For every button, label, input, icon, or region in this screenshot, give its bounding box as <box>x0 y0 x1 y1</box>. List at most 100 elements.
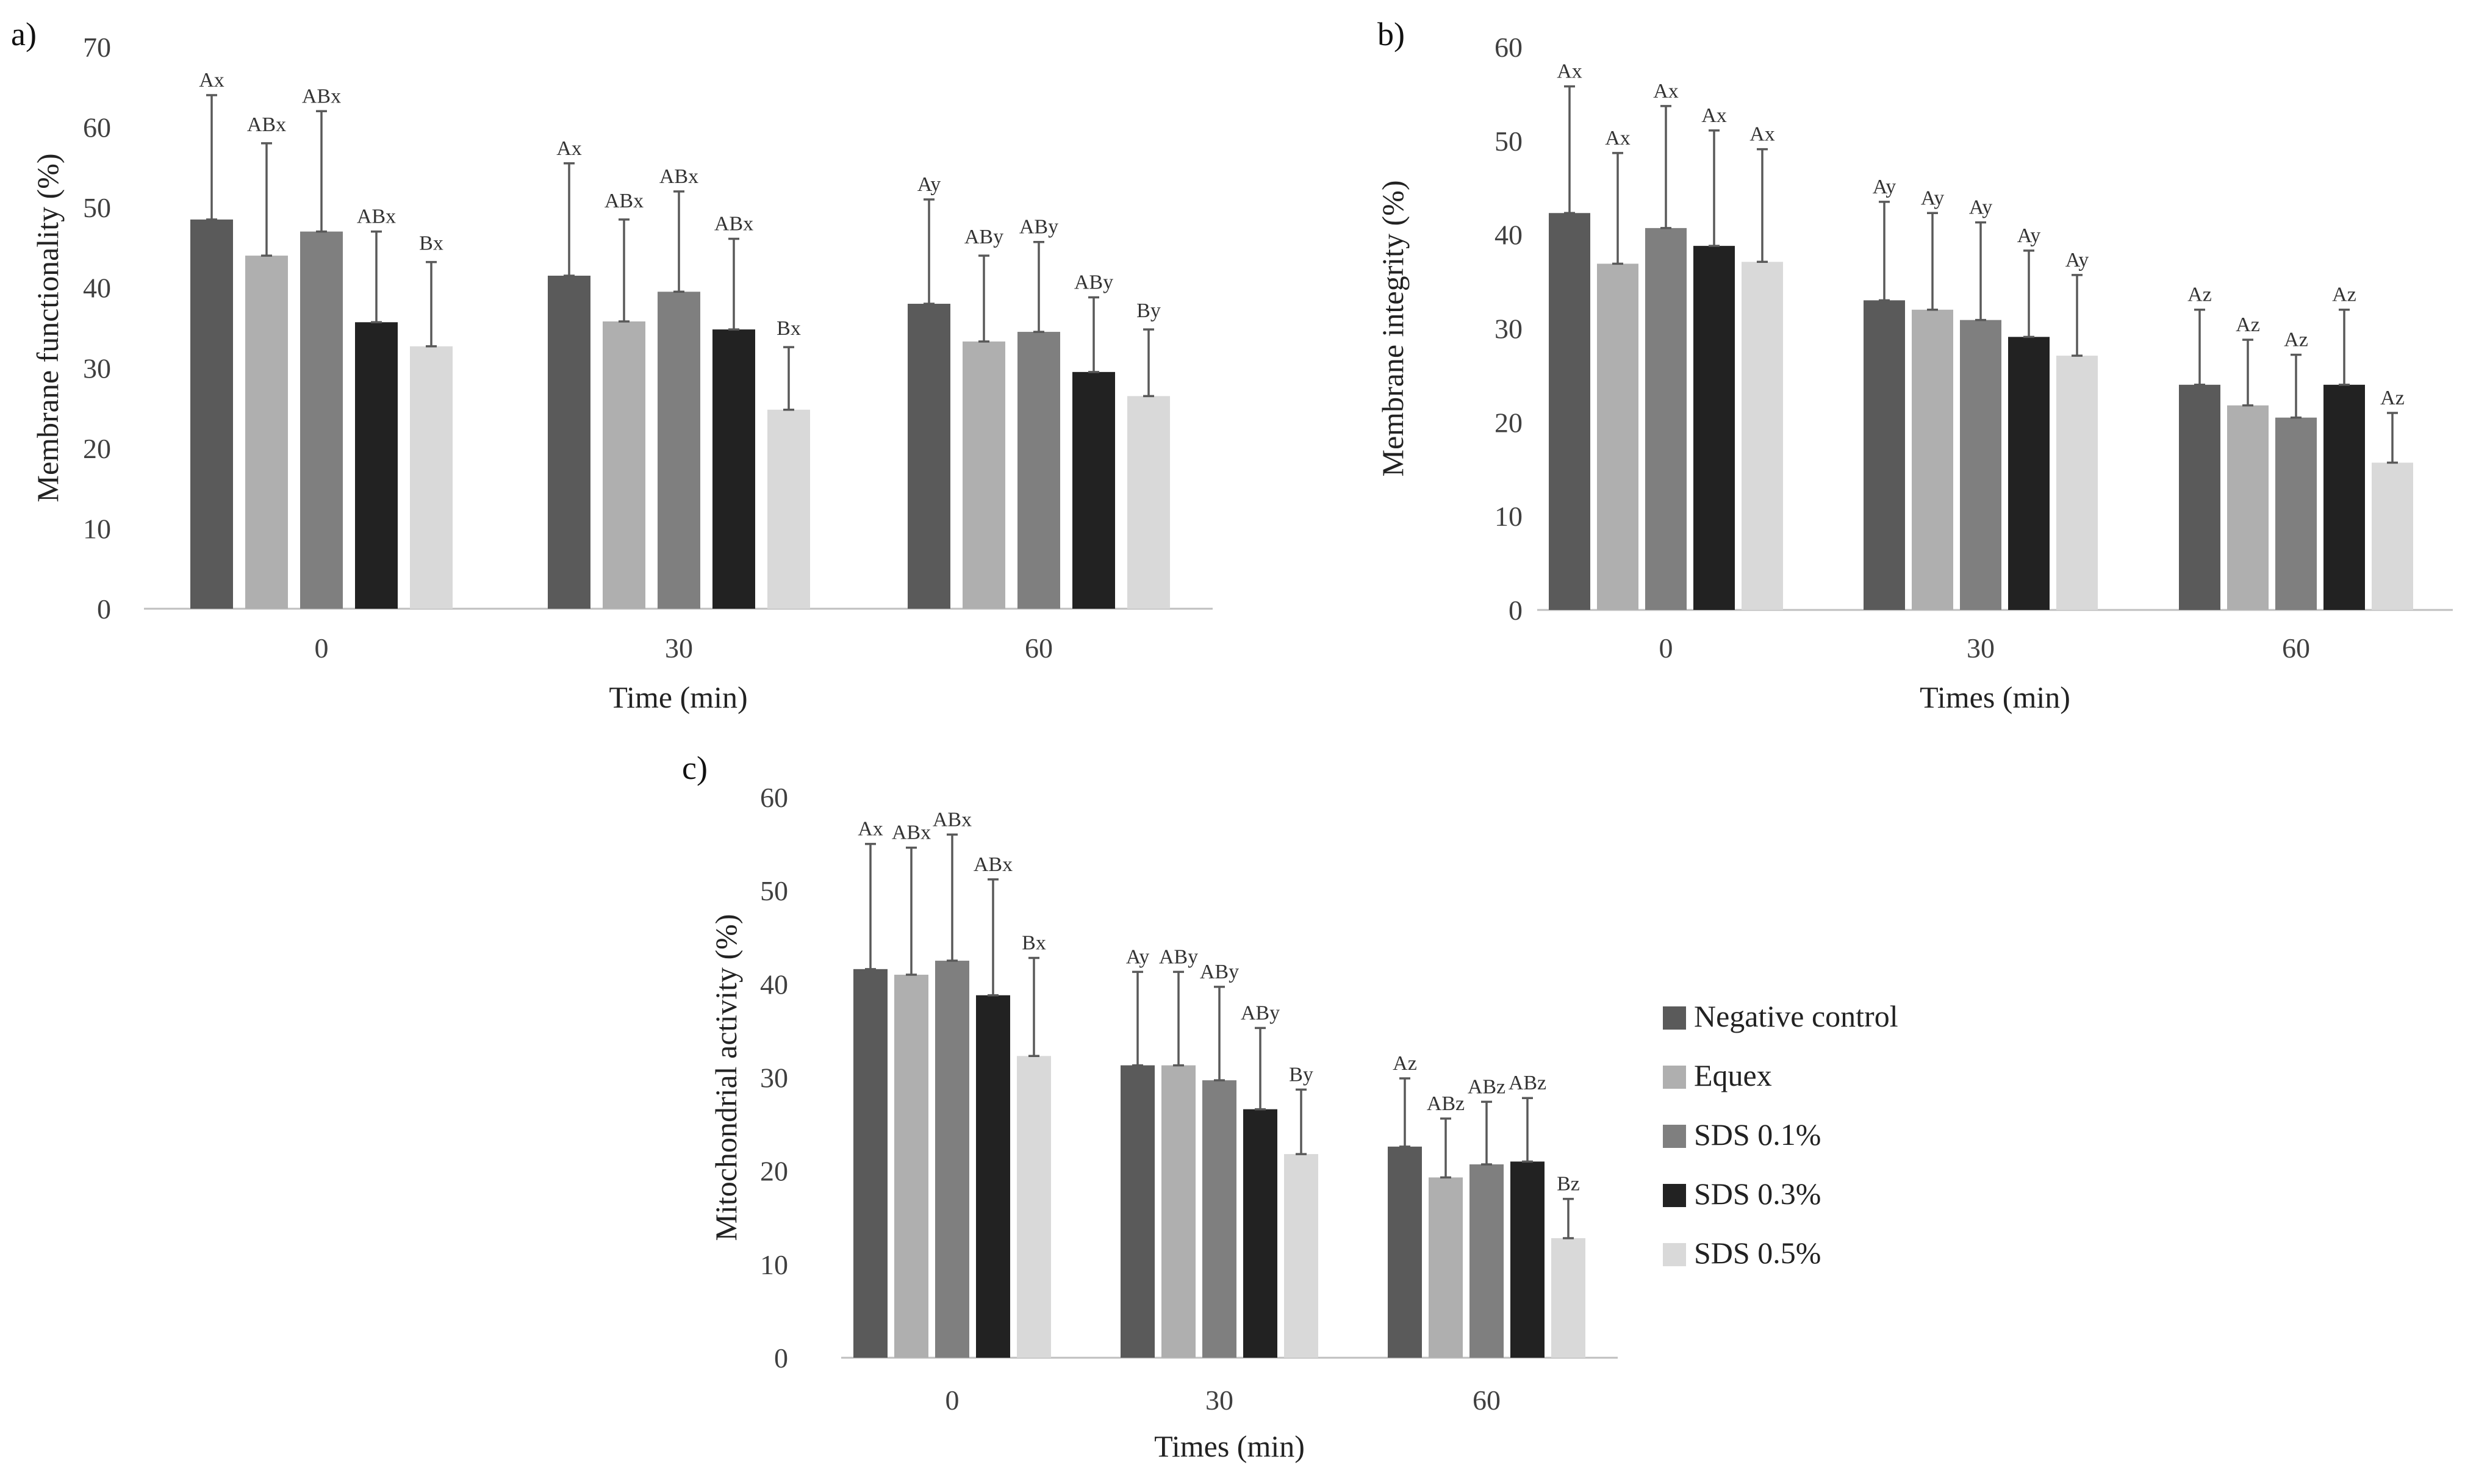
significance-label: Az <box>2380 387 2405 409</box>
bar <box>1742 262 1783 610</box>
legend-swatch <box>1663 1125 1686 1148</box>
significance-label: ABx <box>892 822 931 844</box>
bar <box>1912 309 1953 610</box>
significance-label: Bx <box>1022 931 1046 954</box>
y-tick-label: 10 <box>1494 501 1523 532</box>
significance-label: Ax <box>1701 104 1727 127</box>
bar <box>1202 1080 1236 1358</box>
legend-label: SDS 0.1% <box>1694 1117 1821 1152</box>
significance-label: ABy <box>1159 945 1198 968</box>
bar <box>976 995 1010 1358</box>
error-bar <box>2291 353 2302 419</box>
error-bar <box>783 346 794 411</box>
error-bar <box>1709 129 1720 247</box>
bar <box>963 341 1005 609</box>
significance-label: ABy <box>964 226 1003 248</box>
significance-label: ABy <box>1200 961 1239 983</box>
bar <box>2008 337 2050 610</box>
error-bar <box>316 110 327 233</box>
error-bar <box>924 198 935 305</box>
bar <box>1072 371 1115 609</box>
significance-label: ABx <box>714 212 753 235</box>
panel-label: b) <box>1377 16 1405 52</box>
significance-label: ABx <box>974 853 1013 876</box>
panel-label: a) <box>11 16 37 52</box>
bar <box>190 219 233 609</box>
error-bar <box>206 94 217 221</box>
y-tick-label: 0 <box>774 1342 788 1374</box>
y-tick-label: 40 <box>760 969 788 1000</box>
y-tick-label: 50 <box>1494 126 1523 157</box>
error-bar <box>1088 296 1099 373</box>
error-bar <box>1440 1117 1451 1179</box>
bar <box>1469 1164 1504 1358</box>
bar <box>355 322 398 609</box>
error-bar <box>1564 85 1575 215</box>
error-bar <box>728 237 739 331</box>
significance-label: Bx <box>419 232 443 255</box>
error-bar <box>1757 148 1768 263</box>
x-axis-title: Times (min) <box>1920 680 2070 714</box>
error-bar <box>673 190 684 293</box>
error-bar <box>1028 956 1039 1058</box>
error-bar <box>1173 970 1184 1067</box>
y-axis-title: Mitochondrial activity (%) <box>709 914 743 1241</box>
bar <box>767 409 810 609</box>
significance-label: ABx <box>357 206 396 228</box>
bar <box>908 304 950 609</box>
bar <box>1960 320 2001 610</box>
error-bar <box>906 846 917 976</box>
error-bar <box>1879 201 1890 302</box>
bar <box>1597 263 1638 611</box>
error-bar <box>1214 986 1225 1081</box>
error-bar <box>2194 308 2205 386</box>
bar <box>2323 384 2365 610</box>
bar <box>1017 332 1060 609</box>
y-tick-label: 60 <box>83 112 111 143</box>
y-tick-label: 50 <box>83 192 111 223</box>
y-tick-label: 0 <box>1509 595 1523 626</box>
significance-label: By <box>1289 1063 1313 1086</box>
significance-label: Ax <box>199 69 224 91</box>
bar <box>300 231 343 609</box>
bar <box>1429 1177 1463 1358</box>
error-bar <box>564 162 575 277</box>
y-tick-label: 50 <box>760 875 788 906</box>
legend-swatch <box>1663 1243 1686 1266</box>
significance-label: ABx <box>933 808 972 831</box>
bar <box>1551 1238 1585 1358</box>
significance-label: Ax <box>1605 127 1631 149</box>
significance-label: ABx <box>247 113 286 136</box>
significance-label: Ay <box>2017 224 2040 247</box>
panel-label: c) <box>682 750 708 786</box>
y-tick-label: 70 <box>83 32 111 63</box>
bar <box>1127 396 1170 609</box>
significance-label: Ax <box>1653 80 1679 102</box>
significance-label: Ay <box>1969 196 1992 219</box>
significance-label: Az <box>2332 284 2356 306</box>
chart-panel-0: a) 0 10 20 30 40 50 60 70 Ax ABx ABx ABx Bx 0 Ax ABx ABx A… <box>11 16 1213 714</box>
error-bar <box>2387 412 2398 464</box>
bar <box>853 969 888 1358</box>
significance-label: Bx <box>777 317 801 340</box>
significance-label: Az <box>1393 1052 1417 1075</box>
x-axis-title: Times (min) <box>1154 1429 1305 1463</box>
error-bar <box>1033 240 1044 333</box>
legend-label: Equex <box>1694 1058 1772 1092</box>
bar <box>1549 213 1590 610</box>
significance-label: ABx <box>659 165 698 188</box>
significance-label: Ay <box>1126 945 1149 968</box>
y-tick-label: 30 <box>1494 314 1523 345</box>
x-tick-label: 0 <box>945 1385 960 1416</box>
chart-panel-1: b) 0 10 20 30 40 50 60 Ax Ax Ax Ax Ax 0 Ay Ay Ay Ay Ay 30 Az… <box>1376 16 2453 714</box>
x-tick-label: 60 <box>2282 633 2310 664</box>
y-axis-title: Membrane functionality (%) <box>30 153 65 502</box>
y-tick-label: 30 <box>83 353 111 384</box>
error-bar <box>1927 212 1938 311</box>
x-tick-label: 0 <box>315 633 329 664</box>
error-bar <box>261 142 272 257</box>
significance-label: Ay <box>1921 187 1944 209</box>
y-tick-label: 30 <box>760 1063 788 1094</box>
y-tick-label: 20 <box>760 1156 788 1187</box>
